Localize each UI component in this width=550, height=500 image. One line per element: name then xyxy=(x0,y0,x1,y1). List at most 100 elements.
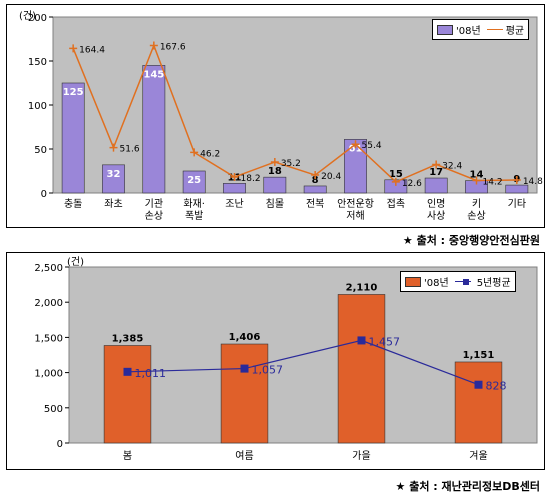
x-tick-label-1-7: 안전운항 저해 xyxy=(337,198,374,222)
avg-point-1-1 xyxy=(109,143,118,152)
bar-1-4 xyxy=(223,183,246,194)
chart-panel-accidents-by-type: 050100150200(건)1253214525111886115171491… xyxy=(6,4,545,228)
avg-value-2-2: 1,457 xyxy=(369,335,401,348)
legend2-line-avg xyxy=(454,281,471,282)
avg-point-2-1 xyxy=(240,364,249,373)
avg-value-2-1: 1,057 xyxy=(252,364,284,377)
bar-2-2 xyxy=(337,294,386,444)
avg-line-1 xyxy=(72,43,517,183)
y-tick-label-2-2: 1,000 xyxy=(34,369,63,380)
bar-value-1-8: 15 xyxy=(389,169,403,180)
bar-value-2-1: 1,406 xyxy=(229,332,261,343)
avg-point-1-0 xyxy=(69,44,78,53)
avg-point-1-5 xyxy=(270,158,279,167)
x-tick-label-2-3: 겨울 xyxy=(469,450,487,462)
avg-value-1-6: 20.4 xyxy=(321,172,341,182)
chart-svg-season: 0 500 1,000 1,500 2,000 2,500 (건) 1,385 1,406 2,1… xyxy=(34,256,538,462)
y-tick-label-1-3: 150 xyxy=(28,57,47,68)
y-tick-label-1-0: 0 xyxy=(41,189,47,200)
bar-value-2-0: 1,385 xyxy=(112,333,144,344)
x-tick-label-1-4: 조난 xyxy=(225,198,243,210)
bar-value-1-5: 18 xyxy=(268,166,282,177)
plot-area-1 xyxy=(52,16,538,194)
bar-value-1-6: 8 xyxy=(312,175,319,186)
x-tick-label-1-0: 충돌 xyxy=(64,198,82,210)
bar-1-2 xyxy=(142,65,166,194)
avg-point-1-7 xyxy=(351,140,360,149)
bar-1-7 xyxy=(344,139,367,194)
x-tick-label-1-10: 키 손상 xyxy=(467,198,485,222)
avg-value-1-5: 35.2 xyxy=(281,159,301,169)
bar-value-2-3: 1,151 xyxy=(463,350,495,361)
legend-swatch-08 xyxy=(437,24,453,35)
legend2-swatch-08 xyxy=(405,276,421,287)
avg-value-2-3: 828 xyxy=(486,380,507,393)
legend-label-avg: 평균 xyxy=(505,26,525,37)
x-tick-label-1-8: 접촉 xyxy=(387,198,405,210)
legend-label-08: '08년 xyxy=(456,26,481,37)
bar-value-1-7: 61 xyxy=(349,143,363,154)
y-axis-label-1: (건) xyxy=(19,10,36,22)
x-tick-label-1-9: 인명 사상 xyxy=(427,198,445,222)
bar-value-1-9: 17 xyxy=(429,167,443,178)
avg-value-1-3: 46.2 xyxy=(200,149,220,159)
avg-point-1-10 xyxy=(472,176,481,185)
y-tick-label-2-5: 2,500 xyxy=(34,263,63,274)
legend2-label-08: '08년 xyxy=(424,278,449,289)
avg-value-1-9: 32.4 xyxy=(442,161,462,171)
y-tick-label-2-0: 0 xyxy=(57,439,63,450)
bar-1-6 xyxy=(303,185,327,194)
avg-point-1-11 xyxy=(512,175,521,184)
x-tick-label-2-2: 가을 xyxy=(352,450,370,462)
avg-point-1-2 xyxy=(149,41,158,50)
legend2-item-08: '08년 xyxy=(405,274,449,289)
avg-value-2-0: 1,011 xyxy=(135,367,167,380)
x-tick-label-1-1: 좌초 xyxy=(104,198,122,210)
avg-value-1-8: 12.6 xyxy=(402,179,422,189)
legend-item-08: '08년 xyxy=(437,22,481,37)
bar-2-1 xyxy=(220,343,269,444)
y-tick-label-2-3: 1,500 xyxy=(34,333,63,344)
chart-panel-accidents-by-season: 0 500 1,000 1,500 2,000 2,500 (건) 1,385 1,406 2,1… xyxy=(6,252,545,470)
bar-2-3 xyxy=(454,361,503,444)
avg-point-1-9 xyxy=(432,160,441,169)
x-tick-label-1-5: 침몰 xyxy=(266,198,284,210)
x-tick-label-1-6: 전복 xyxy=(306,198,324,210)
chart-svg-accidents: 050100150200(건)1253214525111886115171491… xyxy=(19,10,543,222)
bar-value-1-1: 32 xyxy=(107,169,121,180)
x-tick-label-2-0: 봄 xyxy=(123,450,132,462)
y-tick-label-2-4: 2,000 xyxy=(34,298,63,309)
legend-line-avg xyxy=(486,29,503,30)
legend-item-avg: 평균 xyxy=(486,22,525,37)
avg-value-1-0: 164.4 xyxy=(79,45,105,55)
avg-point-2-0 xyxy=(123,367,132,376)
chart2-legend: '08년 5년평균 xyxy=(400,271,516,292)
avg-value-1-1: 51.6 xyxy=(120,145,140,155)
source-note-2: ★ 출처 : 재난관리정보DB센터 xyxy=(395,480,540,493)
avg-value-1-7: 55.4 xyxy=(362,141,382,151)
avg-value-1-4: 18.2 xyxy=(241,174,261,184)
bar-1-9 xyxy=(424,177,448,194)
avg-value-1-11: 14.8 xyxy=(523,177,543,187)
bar-1-0 xyxy=(61,82,85,194)
y-tick-label-2-1: 500 xyxy=(44,404,63,415)
bar-value-2-2: 2,110 xyxy=(346,282,378,293)
bar-1-3 xyxy=(182,170,206,194)
avg-point-1-8 xyxy=(391,177,400,186)
bar-1-1 xyxy=(102,164,125,194)
y-tick-label-1-2: 100 xyxy=(28,101,47,112)
bar-1-11 xyxy=(505,184,529,194)
bar-1-5 xyxy=(263,176,287,194)
legend2-label-avg: 5년평균 xyxy=(476,278,511,289)
avg-point-1-6 xyxy=(311,171,320,180)
bar-2-0 xyxy=(103,345,152,444)
x-tick-label-2-1: 여름 xyxy=(235,450,253,462)
legend2-item-avg: 5년평균 xyxy=(454,274,511,289)
x-tick-label-1-2: 기관 손상 xyxy=(145,198,163,222)
bar-value-1-0: 125 xyxy=(63,87,84,98)
avg-point-2-2 xyxy=(357,336,366,345)
avg-value-1-2: 167.6 xyxy=(160,43,186,53)
chart1-legend: '08년 평균 xyxy=(432,19,530,40)
y-axis-label-2: (건) xyxy=(67,256,84,268)
avg-point-1-4 xyxy=(230,172,239,181)
